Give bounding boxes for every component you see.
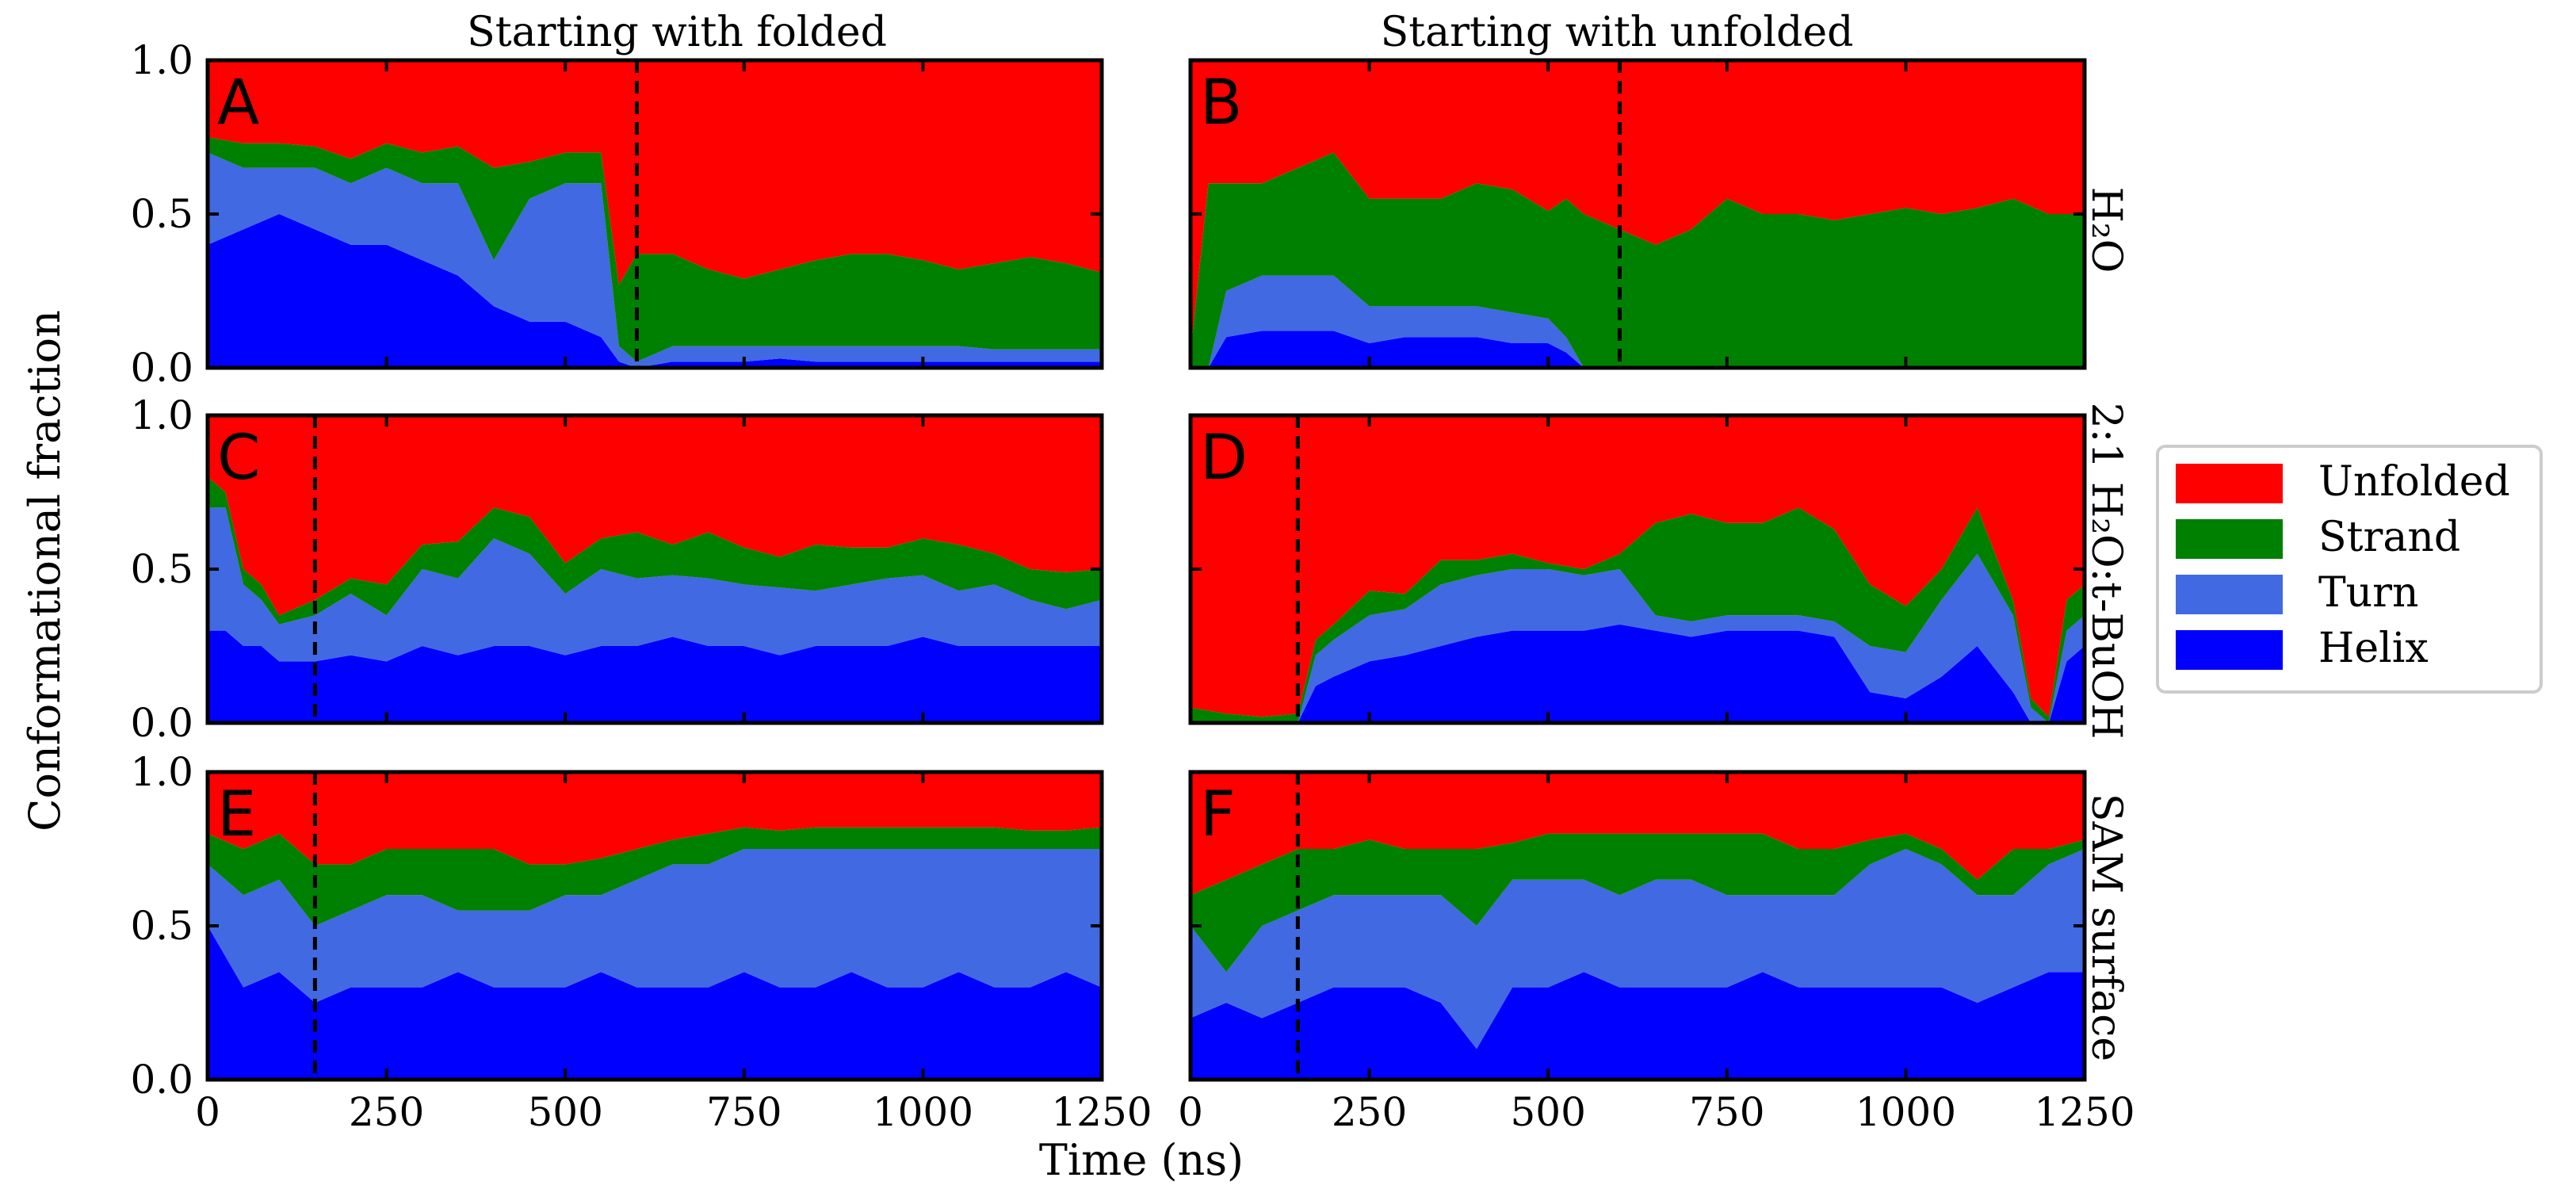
area-unfolded-a (208, 60, 1102, 285)
legend-label-turn: Turn (2318, 569, 2419, 617)
row-label-tbuoh: 2:1 H₂O:t-BuOH (2082, 403, 2130, 740)
column-title-folded: Starting with folded (467, 9, 887, 56)
legend-swatch-unfolded (2176, 464, 2283, 503)
panel-letter: B (1200, 67, 1243, 139)
area-strand-b (1191, 152, 2085, 368)
x-tick-label: 750 (706, 1089, 782, 1135)
legend: Unfolded Strand Turn Helix (2156, 445, 2543, 694)
legend-swatch-helix (2176, 630, 2283, 670)
area-turn-a (208, 152, 1102, 368)
x-tick-label: 0 (195, 1089, 220, 1135)
area-unfolded-b (1191, 60, 2085, 353)
area-layers (1191, 60, 2085, 368)
area-layers (208, 60, 1102, 368)
row-label-h2o: H₂O (2082, 187, 2130, 273)
panel-letter: E (217, 779, 256, 851)
area-turn-e (208, 849, 1102, 1003)
x-tick-label: 500 (527, 1089, 602, 1135)
area-unfolded-e (208, 772, 1102, 865)
y-tick-label: 1.0 (130, 749, 193, 795)
x-axis-label: Time (ns) (1039, 1135, 1244, 1185)
area-layers (208, 415, 1102, 723)
legend-label-unfolded: Unfolded (2318, 458, 2510, 506)
x-tick-label: 0 (1178, 1089, 1203, 1135)
x-tick-label: 1000 (873, 1089, 973, 1135)
y-tick-label: 0.0 (130, 700, 193, 746)
row-label-sam: SAM surface (2082, 793, 2130, 1061)
panel-E: 0 250 500 750 1000 1250 0.0 0.5 1.0 E (130, 749, 1152, 1135)
panel-A: 0.0 0.5 1.0 A (130, 37, 1104, 391)
area-turn-c (208, 507, 1102, 662)
area-helix-b (1191, 331, 2085, 368)
legend-swatch-turn (2176, 575, 2283, 614)
x-tick-label: 1250 (2034, 1089, 2135, 1135)
x-tick-label: 1000 (1856, 1089, 1956, 1135)
panel-letter: D (1200, 422, 1248, 494)
panel-C: 0.0 0.5 1.0 C (130, 392, 1104, 746)
y-tick-label: 0.0 (130, 1057, 193, 1103)
legend-label-helix: Helix (2318, 625, 2429, 672)
area-unfolded-d (1191, 415, 2085, 717)
area-layers (208, 772, 1102, 1080)
area-strand-d (1191, 507, 2085, 723)
area-layers (1191, 772, 2085, 1080)
legend-label-strand: Strand (2318, 514, 2460, 561)
y-tick-label: 1.0 (130, 392, 193, 438)
y-tick-label: 0.5 (130, 191, 193, 237)
area-helix-c (208, 630, 1102, 723)
x-tick-label: 250 (349, 1089, 424, 1135)
area-turn-f (1191, 849, 2085, 1049)
x-tick-label: 500 (1510, 1089, 1585, 1135)
x-tick-label: 250 (1332, 1089, 1407, 1135)
panel-F: 0 250 500 750 1000 1250 F (1178, 770, 2135, 1135)
panel-letter: F (1200, 779, 1236, 851)
area-strand-f (1191, 833, 2085, 973)
panels-group: 0.0 0.5 1.0 A B 0.0 0.5 1.0 C D 0 250 500 750 1000 1250… (130, 37, 2135, 1135)
y-axis-label: Conformational fraction (20, 310, 70, 832)
x-tick-label: 1250 (1051, 1089, 1152, 1135)
area-turn-d (1191, 553, 2085, 723)
area-helix-e (208, 926, 1102, 1080)
area-strand-c (208, 476, 1102, 625)
area-unfolded-f (1191, 772, 2085, 896)
area-layers (1191, 415, 2085, 723)
y-tick-label: 0.5 (130, 903, 193, 949)
area-unfolded-c (208, 415, 1102, 616)
area-strand-e (208, 827, 1102, 926)
panel-D: D (1188, 413, 2087, 725)
y-tick-label: 0.5 (130, 546, 193, 592)
panel-B: B (1188, 58, 2087, 370)
area-strand-a (208, 137, 1102, 362)
legend-swatch-strand (2176, 519, 2283, 559)
y-tick-label: 0.0 (130, 345, 193, 391)
area-turn-b (1191, 275, 2085, 368)
panel-letter: C (217, 422, 260, 494)
panel-letter: A (217, 67, 259, 139)
x-tick-label: 750 (1689, 1089, 1764, 1135)
column-title-unfolded: Starting with unfolded (1381, 9, 1854, 56)
area-helix-f (1191, 972, 2085, 1080)
area-helix-d (1191, 624, 2085, 723)
area-helix-a (208, 214, 1102, 368)
y-tick-label: 1.0 (130, 37, 193, 83)
